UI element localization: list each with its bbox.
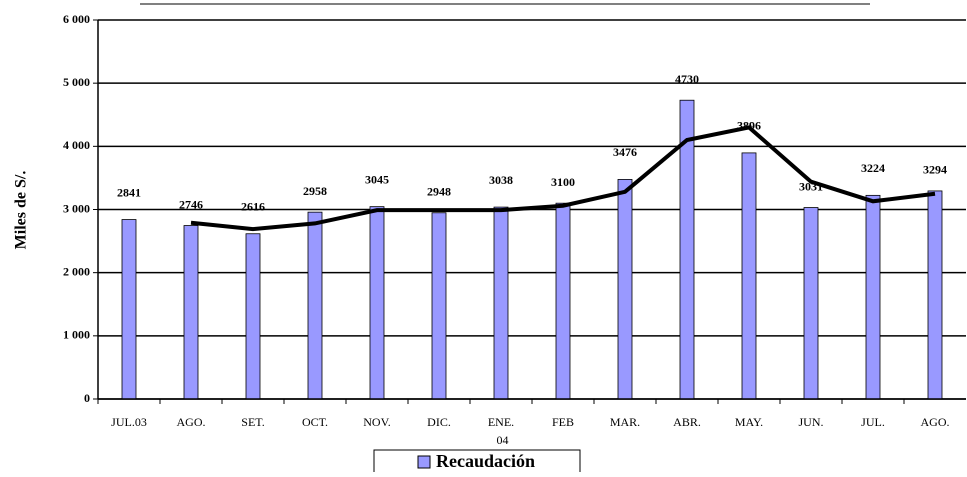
value-label: 2841 [117,185,141,199]
value-label: 3038 [489,173,513,187]
value-label: 2616 [241,200,265,214]
y-axis-label: Miles de S/. [13,171,30,250]
legend-swatch [417,455,431,469]
bar [369,206,385,400]
x-tick-label: ENE. 04 [488,415,514,447]
value-label: 3476 [613,145,637,159]
x-tick-label: JUN. [798,415,823,429]
value-label: 3294 [923,163,947,177]
bar [927,190,943,400]
x-tick-label: MAY. [735,415,763,429]
y-tick-label: 0 [84,391,90,405]
bar [865,194,881,400]
y-tick-label: 6 000 [63,12,90,26]
value-label: 2948 [427,185,451,199]
bar [741,152,757,400]
bar [617,179,633,400]
value-label: 3224 [861,161,885,175]
x-tick-label: NOV. [363,415,390,429]
legend-label: Recaudación [436,451,535,471]
y-tick-label: 4 000 [63,138,90,152]
value-label: 2746 [179,197,203,211]
x-tick-label: MAR. [610,415,640,429]
legend-box [373,449,581,475]
x-tick-label: OCT. [302,415,328,429]
x-tick-label: SET. [241,415,264,429]
bar [183,225,199,400]
bar [803,207,819,400]
x-tick-label: JUL.03 [111,415,147,429]
y-tick-label: 5 000 [63,75,90,89]
x-tick-label: AGO. [177,415,206,429]
value-label: 4730 [675,72,699,86]
bar [121,219,137,400]
value-label: 3100 [551,175,575,189]
bar [307,211,323,400]
value-label: 3045 [365,172,389,186]
y-tick-label: 3 000 [63,201,90,215]
bar [493,206,509,400]
y-tick-label: 2 000 [63,264,90,278]
x-tick-label: JUL. [861,415,885,429]
x-tick-label: FEB [552,415,574,429]
x-tick-label: DIC. [427,415,451,429]
x-tick-label: AGO. [921,415,950,429]
y-tick-label: 1 000 [63,328,90,342]
value-label: 2958 [303,184,327,198]
bar [431,212,447,400]
x-tick-label: ABR. [673,415,701,429]
bar [555,202,571,400]
bar [245,233,261,400]
line [190,125,936,232]
